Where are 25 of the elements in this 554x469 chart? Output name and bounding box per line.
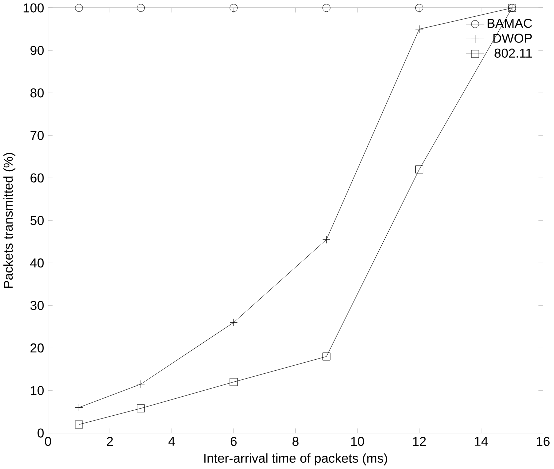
x-tick-label: 8 [292, 436, 299, 446]
y-tick-label: 10 [31, 386, 44, 396]
x-tick-label: 2 [107, 436, 114, 446]
y-axis-title: Packets transmitted (%) [4, 153, 16, 288]
x-tick-label: 14 [475, 436, 488, 446]
legend-label: 802.11 [494, 48, 532, 58]
y-tick-label: 40 [30, 258, 44, 268]
x-tick-label: 4 [168, 436, 176, 446]
y-tick-label: 100 [24, 4, 44, 13]
y-tick-label: 60 [30, 174, 44, 183]
y-tick-label: 90 [30, 46, 44, 56]
x-tick-label: 6 [230, 436, 237, 446]
legend-label: DWOP [494, 34, 532, 43]
x-tick-label: 0 [45, 436, 52, 446]
y-tick-label: 0 [38, 428, 44, 438]
x-axis-title: Inter-arrival time of packets (ms) [204, 453, 388, 466]
y-tick-label: 50 [30, 216, 44, 226]
legend-label: BAMAC [488, 18, 532, 28]
x-tick-label: 10 [351, 436, 364, 446]
x-tick-label: 16 [537, 436, 550, 446]
y-tick-label: 80 [30, 88, 44, 98]
y-tick-label: 30 [30, 301, 44, 310]
y-tick-label: 70 [30, 131, 44, 140]
y-tick-label: 20 [30, 344, 44, 353]
x-tick-label: 12 [413, 436, 426, 446]
